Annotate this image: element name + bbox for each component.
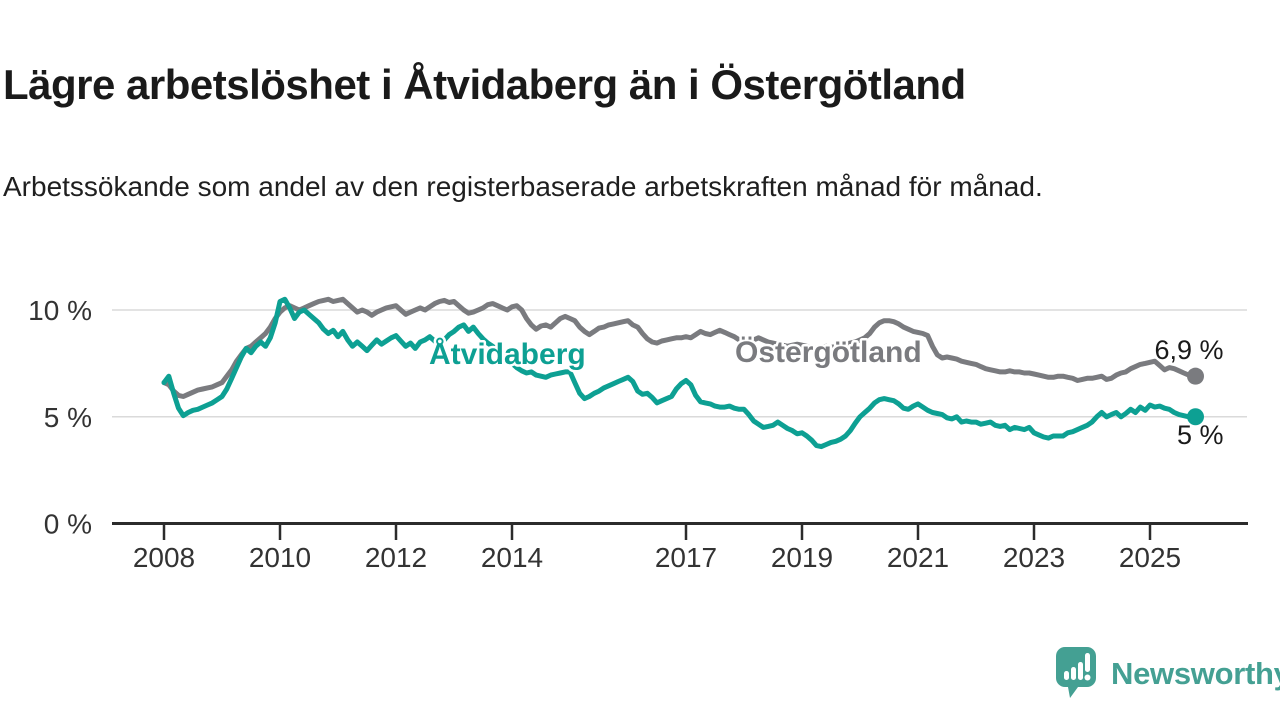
x-axis-tick-label: 2021 — [887, 542, 949, 573]
y-axis-tick-label: 5 % — [44, 402, 92, 433]
newsworthy-logo-text: Newsworthy — [1111, 656, 1280, 691]
y-axis-tick-label: 0 % — [44, 509, 92, 540]
tvidaberg-line — [161, 296, 1196, 450]
x-axis-tick-label: 2010 — [249, 542, 311, 573]
newsworthy-bubble-chart-icon — [1056, 647, 1096, 698]
series-label: Åtvidaberg — [429, 338, 586, 371]
x-axis-tick-label: 2012 — [365, 542, 427, 573]
x-axis-tick-label: 2023 — [1003, 542, 1065, 573]
series-end-value-label: 6,9 % — [1154, 335, 1223, 365]
series-label: Östergötland — [735, 336, 922, 369]
x-axis-tick-label: 2008 — [133, 542, 195, 573]
stergtland-line — [161, 296, 1196, 399]
y-axis-tick-label: 10 % — [28, 295, 92, 326]
series-end-dot — [1187, 408, 1204, 426]
x-axis-tick-label: 2014 — [481, 542, 543, 573]
x-axis-tick-label: 2025 — [1119, 542, 1181, 573]
x-axis-tick-label: 2019 — [771, 542, 833, 573]
x-axis-tick-label: 2017 — [655, 542, 717, 573]
newsworthy-logo: Newsworthy — [1056, 647, 1280, 703]
chart-subtitle: Arbetssökande som andel av den registerb… — [3, 171, 1043, 202]
series-end-value-label: 5 % — [1177, 420, 1224, 450]
series-end-dot — [1187, 367, 1204, 385]
page-title: Lägre arbetslöshet i Åtvidaberg än i Öst… — [3, 61, 966, 109]
